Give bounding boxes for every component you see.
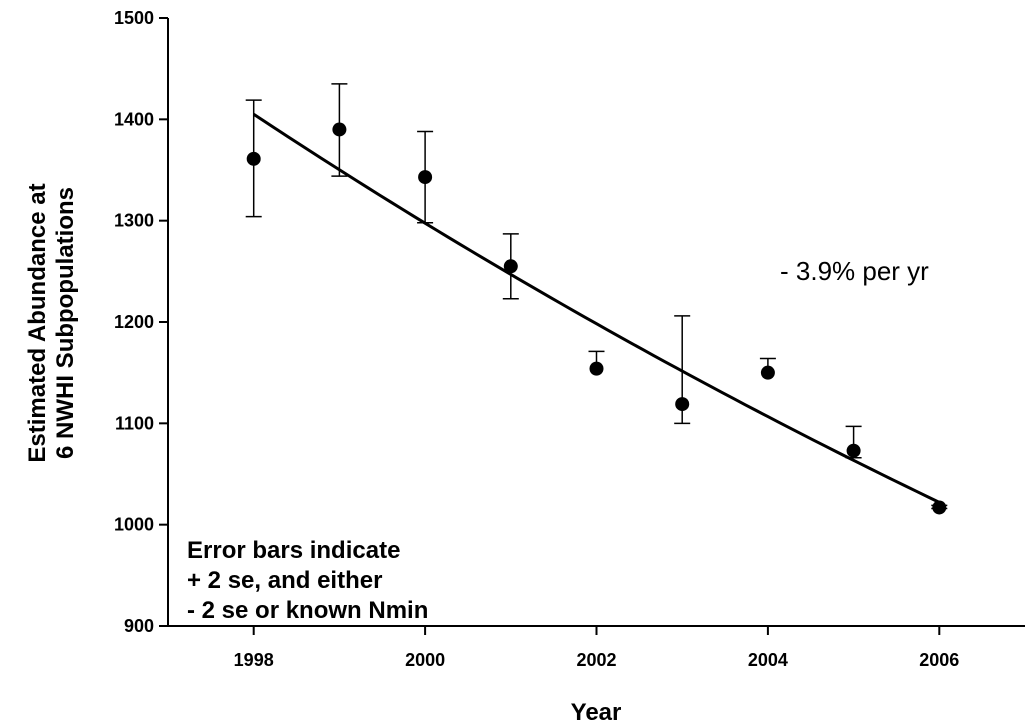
y-axis-title: Estimated Abundance at 6 NWHI Subpopulat… [24, 183, 79, 462]
note-line-3: - 2 se or known Nmin [187, 597, 428, 624]
x-tick-label: 2000 [405, 650, 445, 670]
y-tick-label: 1300 [114, 211, 154, 231]
note-line-2: + 2 se, and either [187, 567, 382, 594]
y-axis: 900 1000 1100 1200 1300 1400 1500 [114, 8, 168, 636]
trend-curve [254, 114, 940, 502]
x-tick-label: 2006 [919, 650, 959, 670]
error-bar-note: Error bars indicate + 2 se, and either -… [187, 537, 428, 624]
y-tick-label: 1200 [114, 312, 154, 332]
y-tick-label: 1100 [115, 413, 154, 433]
data-point [847, 444, 861, 458]
x-tick-label: 2004 [748, 650, 788, 670]
x-axis-title: Year [571, 699, 622, 726]
y-tick-label: 900 [124, 616, 154, 636]
y-tick-label: 1500 [114, 8, 154, 28]
data-point [418, 170, 432, 184]
trend-line [254, 114, 940, 502]
data-point [504, 259, 518, 273]
note-line-1: Error bars indicate [187, 537, 400, 564]
y-tick-label: 1400 [114, 109, 154, 129]
data-point [932, 500, 946, 514]
data-point [247, 152, 261, 166]
x-tick-label: 2002 [576, 650, 616, 670]
data-point [332, 122, 346, 136]
y-axis-title-line-2: 6 NWHI Subpopulations [52, 187, 79, 459]
x-axis: 1998 2000 2002 2004 2006 [168, 626, 1025, 670]
trend-label: - 3.9% per yr [780, 256, 929, 286]
error-bars [246, 84, 948, 509]
y-tick-label: 1000 [114, 515, 154, 535]
data-point [590, 362, 604, 376]
y-axis-title-line-1: Estimated Abundance at [24, 183, 51, 462]
data-point [675, 397, 689, 411]
data-point [761, 366, 775, 380]
x-tick-label: 1998 [234, 650, 274, 670]
